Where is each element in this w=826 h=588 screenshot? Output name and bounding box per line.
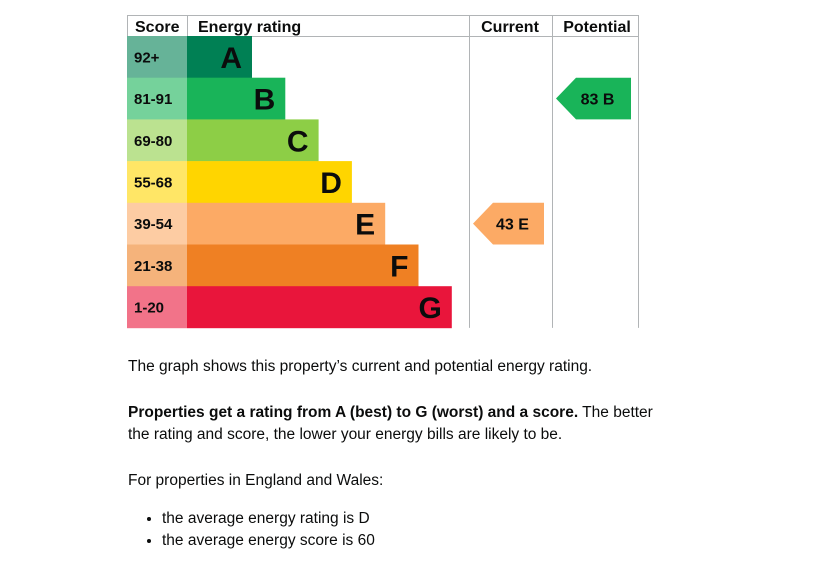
- score-cell-e: [127, 202, 187, 245]
- potential-pointer-label: 83 B: [581, 92, 615, 109]
- band-letter-c: C: [287, 125, 309, 158]
- band-letter-d: D: [320, 167, 342, 200]
- header-score: Score: [135, 19, 180, 36]
- rating-bands: 92+ A 81-91 B 69-80 C 55-68 D 39-54 E 21-38 F 1-20 G: [127, 36, 452, 329]
- potential-pointer: [556, 77, 631, 120]
- current-pointer-label: 43 E: [496, 217, 529, 234]
- explanation-text: The graph shows this property’s current …: [128, 356, 668, 552]
- band-letter-f: F: [390, 250, 408, 283]
- band-bar-f: [187, 244, 419, 287]
- score-range-d: 55-68: [134, 174, 172, 191]
- score-range-c: 69-80: [134, 133, 172, 150]
- band-bar-g: [187, 286, 452, 329]
- average-rating-item: the average energy rating is D: [162, 508, 668, 530]
- band-bar-b: [187, 77, 286, 120]
- band-bar-d: [187, 161, 352, 204]
- average-score-item: the average energy score is 60: [162, 530, 668, 552]
- score-cell-c: [127, 119, 187, 162]
- average-list: the average energy rating is D the avera…: [128, 508, 668, 552]
- score-cell-b: [127, 77, 187, 120]
- score-cell-g: [127, 286, 187, 329]
- band-letter-e: E: [355, 209, 375, 242]
- score-range-g: 1-20: [134, 300, 164, 317]
- header-energy-rating: Energy rating: [198, 19, 301, 36]
- band-letter-a: A: [220, 42, 242, 75]
- band-letter-b: B: [254, 84, 276, 117]
- chart-headers: Score Energy rating Current Potential: [135, 19, 631, 36]
- band-bar-a: [187, 36, 252, 78]
- score-range-b: 81-91: [134, 91, 172, 108]
- score-range-f: 21-38: [134, 258, 172, 275]
- band-bar-c: [187, 119, 319, 162]
- header-potential: Potential: [563, 19, 631, 36]
- band-bar-e: [187, 202, 386, 245]
- epc-chart: Score Energy rating Current Potential 92…: [127, 15, 639, 329]
- rating-explanation-rest: The better the rating and score, the low…: [128, 404, 653, 443]
- current-pointer: [473, 202, 544, 245]
- england-wales-intro: For properties in England and Wales:: [128, 472, 384, 489]
- score-cell-f: [127, 244, 187, 287]
- score-cell-a: [127, 36, 187, 78]
- graph-description: The graph shows this property’s current …: [128, 358, 593, 375]
- score-cell-d: [127, 161, 187, 204]
- score-range-e: 39-54: [134, 216, 173, 233]
- score-range-a: 92+: [134, 49, 160, 66]
- rating-explanation-bold: Properties get a rating from A (best) to…: [128, 404, 579, 421]
- rating-explanation: Properties get a rating from A (best) to…: [128, 402, 668, 446]
- band-letter-g: G: [418, 292, 441, 325]
- header-current: Current: [481, 19, 539, 36]
- rating-pointers: 43 E 83 B: [473, 77, 631, 245]
